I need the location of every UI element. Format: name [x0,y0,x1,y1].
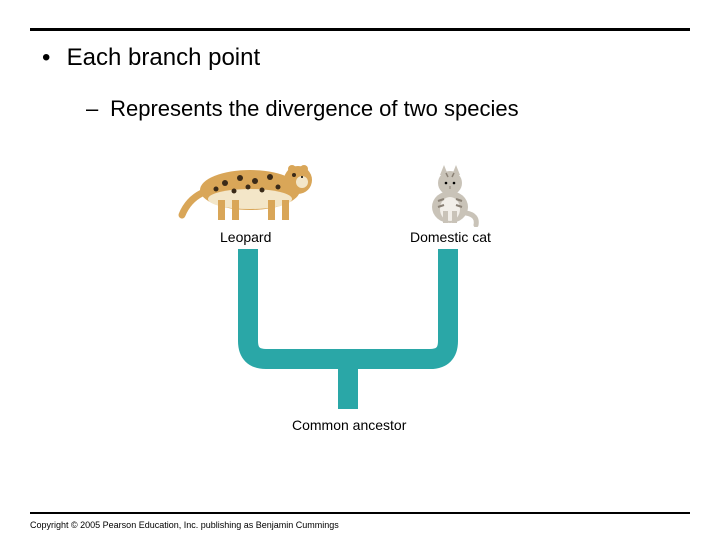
phylogeny-figure: Leopard Domestic cat Common ancestor [120,145,600,485]
bullet-dot-icon: • [42,44,60,72]
sub-bullet-text: Represents the divergence of two species [110,96,518,121]
cat-illustration [410,157,490,227]
cat-label: Domestic cat [410,229,491,245]
main-bullet-text: Each branch point [67,44,260,71]
bottom-divider [30,512,690,514]
leopard-label: Leopard [220,229,271,245]
sub-bullet: – Represents the divergence of two speci… [86,96,519,122]
dash-icon: – [86,96,104,122]
copyright-text: Copyright © 2005 Pearson Education, Inc.… [30,520,339,530]
phylogeny-tree-icon [120,249,576,419]
top-divider [30,28,690,31]
main-bullet: • Each branch point [42,44,260,72]
leopard-illustration [170,145,330,225]
ancestor-label: Common ancestor [292,417,406,433]
